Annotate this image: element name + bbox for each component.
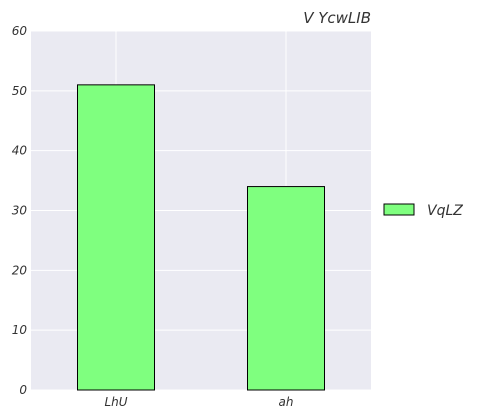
x-axis-ticks: LhU ah [104, 395, 293, 409]
chart-title: V YcwLIB [303, 9, 371, 27]
y-axis-ticks: 0 10 20 30 40 50 60 [12, 24, 28, 397]
legend-swatch [383, 203, 415, 216]
y-tick-label: 0 [19, 383, 27, 397]
bar-ah [247, 186, 325, 391]
y-tick-label: 60 [12, 24, 28, 38]
y-tick-label: 20 [12, 263, 28, 277]
bar-lhu [77, 84, 155, 391]
y-tick-label: 40 [12, 144, 28, 158]
x-tick-label: ah [279, 395, 294, 409]
y-tick-label: 30 [12, 204, 28, 218]
y-tick-label: 10 [12, 323, 28, 337]
y-tick-label: 50 [12, 84, 28, 98]
legend: VqLZ [383, 203, 463, 219]
x-tick-label: LhU [104, 395, 127, 409]
bars [77, 84, 325, 391]
legend-label: VqLZ [427, 203, 463, 219]
